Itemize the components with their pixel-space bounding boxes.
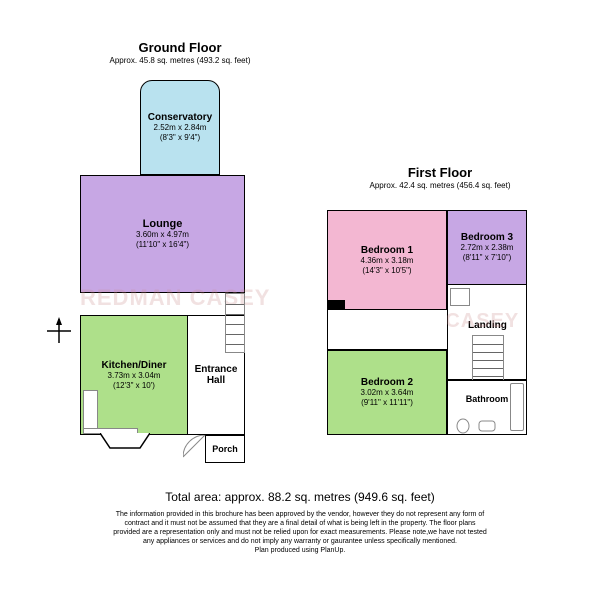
floorplan-canvas: Ground Floor Approx. 45.8 sq. metres (49…: [0, 0, 600, 600]
stairs-ground: [225, 293, 245, 353]
bed1-name: Bedroom 1: [361, 245, 413, 256]
kitchen-dim-ft: (12'3" x 10'): [113, 381, 155, 391]
lounge-dim-m: 3.60m x 4.97m: [136, 230, 189, 240]
disclaimer-line-0: The information provided in this brochur…: [0, 510, 600, 519]
bed2-dim-m: 3.02m x 3.64m: [361, 388, 414, 398]
disclaimer-line-2: provided are a representation only and m…: [0, 528, 600, 537]
ground-floor-title: Ground Floor: [80, 40, 280, 55]
total-area: Total area: approx. 88.2 sq. metres (949…: [0, 490, 600, 504]
bed3-name: Bedroom 3: [461, 232, 513, 243]
room-bedroom-1: Bedroom 1 4.36m x 3.18m (14'3" x 10'5"): [327, 210, 447, 310]
compass-icon: [43, 315, 76, 348]
disclaimer-line-4: Plan produced using PlanUp.: [0, 546, 600, 555]
landing-closet: [450, 288, 470, 306]
hallway-first: [327, 310, 447, 350]
sink-icon: [478, 420, 496, 432]
ground-floor-subtitle: Approx. 45.8 sq. metres (493.2 sq. feet): [80, 56, 280, 65]
kitchen-bay-window: [100, 433, 150, 451]
porch-name: Porch: [212, 444, 238, 454]
hall-name: Entrance Hall: [188, 364, 244, 386]
bed1-dim-ft: (14'3" x 10'5"): [362, 266, 411, 276]
toilet-icon: [455, 418, 471, 434]
first-floor-title: First Floor: [340, 165, 540, 180]
bathroom-name: Bathroom: [466, 394, 509, 404]
first-floor-subtitle: Approx. 42.4 sq. metres (456.4 sq. feet): [340, 181, 540, 190]
hall-door-arc: [183, 435, 208, 460]
disclaimer-line-3: any appliances or services and do not im…: [0, 537, 600, 546]
disclaimer: The information provided in this brochur…: [0, 510, 600, 555]
bed2-name: Bedroom 2: [361, 377, 413, 388]
bed1-dim-m: 4.36m x 3.18m: [361, 256, 414, 266]
conservatory-dim-ft: (8'3" x 9'4"): [160, 133, 200, 143]
bath-tub: [510, 383, 524, 431]
bed3-dim-ft: (8'11" x 7'10"): [463, 253, 512, 263]
bed2-dim-ft: (9'11" x 11'11"): [361, 398, 413, 408]
room-lounge: Lounge 3.60m x 4.97m (11'10" x 16'4"): [80, 175, 245, 293]
room-porch: Porch: [205, 435, 245, 463]
room-bedroom-2: Bedroom 2 3.02m x 3.64m (9'11" x 11'11"): [327, 350, 447, 435]
conservatory-dim-m: 2.52m x 2.84m: [154, 123, 207, 133]
disclaimer-line-1: contract and it must not be assumed that…: [0, 519, 600, 528]
kitchen-dim-m: 3.73m x 3.04m: [108, 371, 161, 381]
lounge-dim-ft: (11'10" x 16'4"): [136, 240, 189, 250]
lounge-name: Lounge: [143, 218, 183, 230]
room-bedroom-3: Bedroom 3 2.72m x 2.38m (8'11" x 7'10"): [447, 210, 527, 285]
kitchen-counter-1: [83, 390, 98, 430]
bed3-dim-m: 2.72m x 2.38m: [461, 243, 514, 253]
kitchen-name: Kitchen/Diner: [101, 360, 166, 371]
room-conservatory: Conservatory 2.52m x 2.84m (8'3" x 9'4"): [140, 80, 220, 175]
conservatory-name: Conservatory: [148, 112, 212, 123]
